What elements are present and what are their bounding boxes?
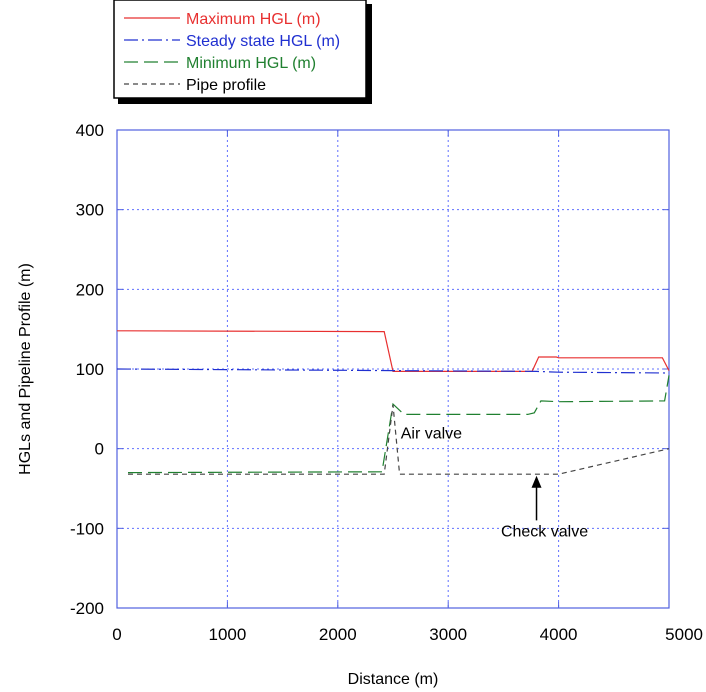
series-line-0: [116, 330, 670, 372]
legend-label-3: Pipe profile: [186, 77, 266, 94]
series-line-3: [128, 404, 670, 475]
legend-label-1: Steady state HGL (m): [186, 33, 340, 50]
x-axis-ticks: 0 1000 2000 3000 4000 5000: [112, 130, 703, 644]
x-axis-label: Distance (m): [348, 671, 439, 688]
y-tick-label: -200: [70, 599, 104, 618]
y-tick-label: 400: [76, 121, 104, 140]
x-tick-label: 1000: [208, 625, 246, 644]
y-tick-label: 200: [76, 280, 104, 299]
annotation-label-1: Check valve: [501, 524, 588, 541]
y-tick-label: 300: [76, 201, 104, 220]
y-tick-label: 0: [95, 440, 104, 459]
y-tick-label: 100: [76, 360, 104, 379]
x-tick-label: 5000: [665, 625, 703, 644]
series-line-2: [127, 375, 670, 474]
legend-label-2: Minimum HGL (m): [186, 55, 316, 72]
x-tick-label: 0: [112, 625, 121, 644]
annotations: Air valve Check valve: [401, 426, 588, 541]
series-lines: [116, 330, 670, 475]
legend: Maximum HGL (m) Steady state HGL (m) Minim…: [113, 0, 372, 104]
y-axis-label: HGLs and Pipeline Profile (m): [17, 263, 34, 475]
series-line-1: [116, 368, 670, 374]
annotation-label-0: Air valve: [401, 426, 462, 443]
x-tick-label: 4000: [540, 625, 578, 644]
annotation-arrow-head: [531, 475, 542, 488]
plot-area: 0 1000 2000 3000 4000 5000 4003002001000-100-…: [70, 121, 703, 644]
legend-label-0: Maximum HGL (m): [186, 11, 321, 28]
y-axis-ticks: 400 300 200 100 0 -100 -200: [70, 121, 669, 618]
legend-box: [113, 0, 367, 99]
x-tick-label: 3000: [429, 625, 467, 644]
x-tick-label: 2000: [319, 625, 357, 644]
y-tick-label: -100: [70, 519, 104, 538]
